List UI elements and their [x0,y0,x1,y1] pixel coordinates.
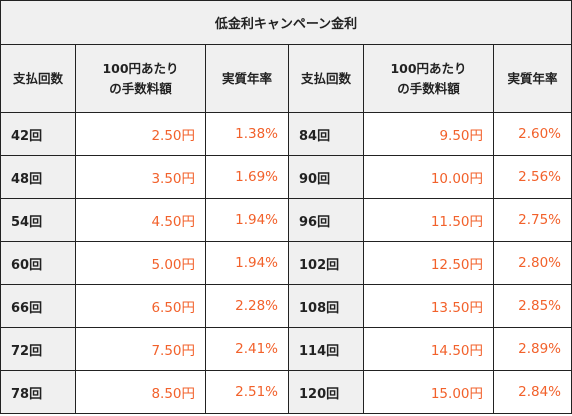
payment-count-cell: 48回 [0,155,76,199]
annual-rate-cell: 2.56% [492,155,572,199]
header-fee-text: 100円あたりの手数料額 [102,60,179,96]
header-rate-right: 実質年率 [492,44,572,113]
annual-rate-cell: 1.69% [205,155,289,199]
payment-count-cell: 96回 [288,198,364,242]
table-row: 42回 2.50円 1.38% 84回 9.50円 2.60% [0,112,572,156]
annual-rate-cell: 2.84% [492,370,572,414]
payment-count-cell: 66回 [0,284,76,328]
fee-per-100-cell: 12.50円 [363,241,494,285]
annual-rate-cell: 2.75% [492,198,572,242]
fee-per-100-cell: 4.50円 [75,198,206,242]
payment-count-cell: 102回 [288,241,364,285]
header-count-left: 支払回数 [0,44,76,113]
header-fee-left: 100円あたりの手数料額 [75,44,206,113]
fee-per-100-cell: 11.50円 [363,198,494,242]
fee-per-100-cell: 13.50円 [363,284,494,328]
fee-per-100-cell: 10.00円 [363,155,494,199]
payment-count-cell: 114回 [288,327,364,371]
fee-per-100-cell: 6.50円 [75,284,206,328]
header-fee-right: 100円あたりの手数料額 [363,44,494,113]
annual-rate-cell: 2.28% [205,284,289,328]
fee-per-100-cell: 8.50円 [75,370,206,414]
annual-rate-cell: 2.89% [492,327,572,371]
payment-count-cell: 90回 [288,155,364,199]
payment-count-cell: 60回 [0,241,76,285]
fee-per-100-cell: 3.50円 [75,155,206,199]
fee-per-100-cell: 14.50円 [363,327,494,371]
table-row: 48回 3.50円 1.69% 90回 10.00円 2.56% [0,155,572,199]
table-title: 低金利キャンペーン金利 [0,0,572,45]
annual-rate-cell: 2.80% [492,241,572,285]
table-row: 66回 6.50円 2.28% 108回 13.50円 2.85% [0,284,572,328]
fee-per-100-cell: 15.00円 [363,370,494,414]
header-count-right: 支払回数 [288,44,364,113]
table-row: 78回 8.50円 2.51% 120回 15.00円 2.84% [0,370,572,414]
fee-per-100-cell: 9.50円 [363,112,494,156]
payment-count-cell: 84回 [288,112,364,156]
fee-per-100-cell: 5.00円 [75,241,206,285]
title-row: 低金利キャンペーン金利 [0,0,572,45]
annual-rate-cell: 1.94% [205,241,289,285]
table-row: 72回 7.50円 2.41% 114回 14.50円 2.89% [0,327,572,371]
fee-per-100-cell: 2.50円 [75,112,206,156]
annual-rate-cell: 2.51% [205,370,289,414]
annual-rate-cell: 2.41% [205,327,289,371]
table-row: 60回 5.00円 1.94% 102回 12.50円 2.80% [0,241,572,285]
payment-count-cell: 120回 [288,370,364,414]
header-rate-left: 実質年率 [205,44,289,113]
fee-per-100-cell: 7.50円 [75,327,206,371]
annual-rate-cell: 2.60% [492,112,572,156]
payment-count-cell: 108回 [288,284,364,328]
payment-count-cell: 42回 [0,112,76,156]
annual-rate-cell: 1.94% [205,198,289,242]
annual-rate-cell: 1.38% [205,112,289,156]
annual-rate-cell: 2.85% [492,284,572,328]
payment-count-cell: 78回 [0,370,76,414]
header-fee-text: 100円あたりの手数料額 [390,60,467,96]
table-row: 54回 4.50円 1.94% 96回 11.50円 2.75% [0,198,572,242]
payment-count-cell: 54回 [0,198,76,242]
payment-count-cell: 72回 [0,327,76,371]
header-row: 支払回数 100円あたりの手数料額 実質年率 支払回数 100円あたりの手数料額… [0,44,572,113]
